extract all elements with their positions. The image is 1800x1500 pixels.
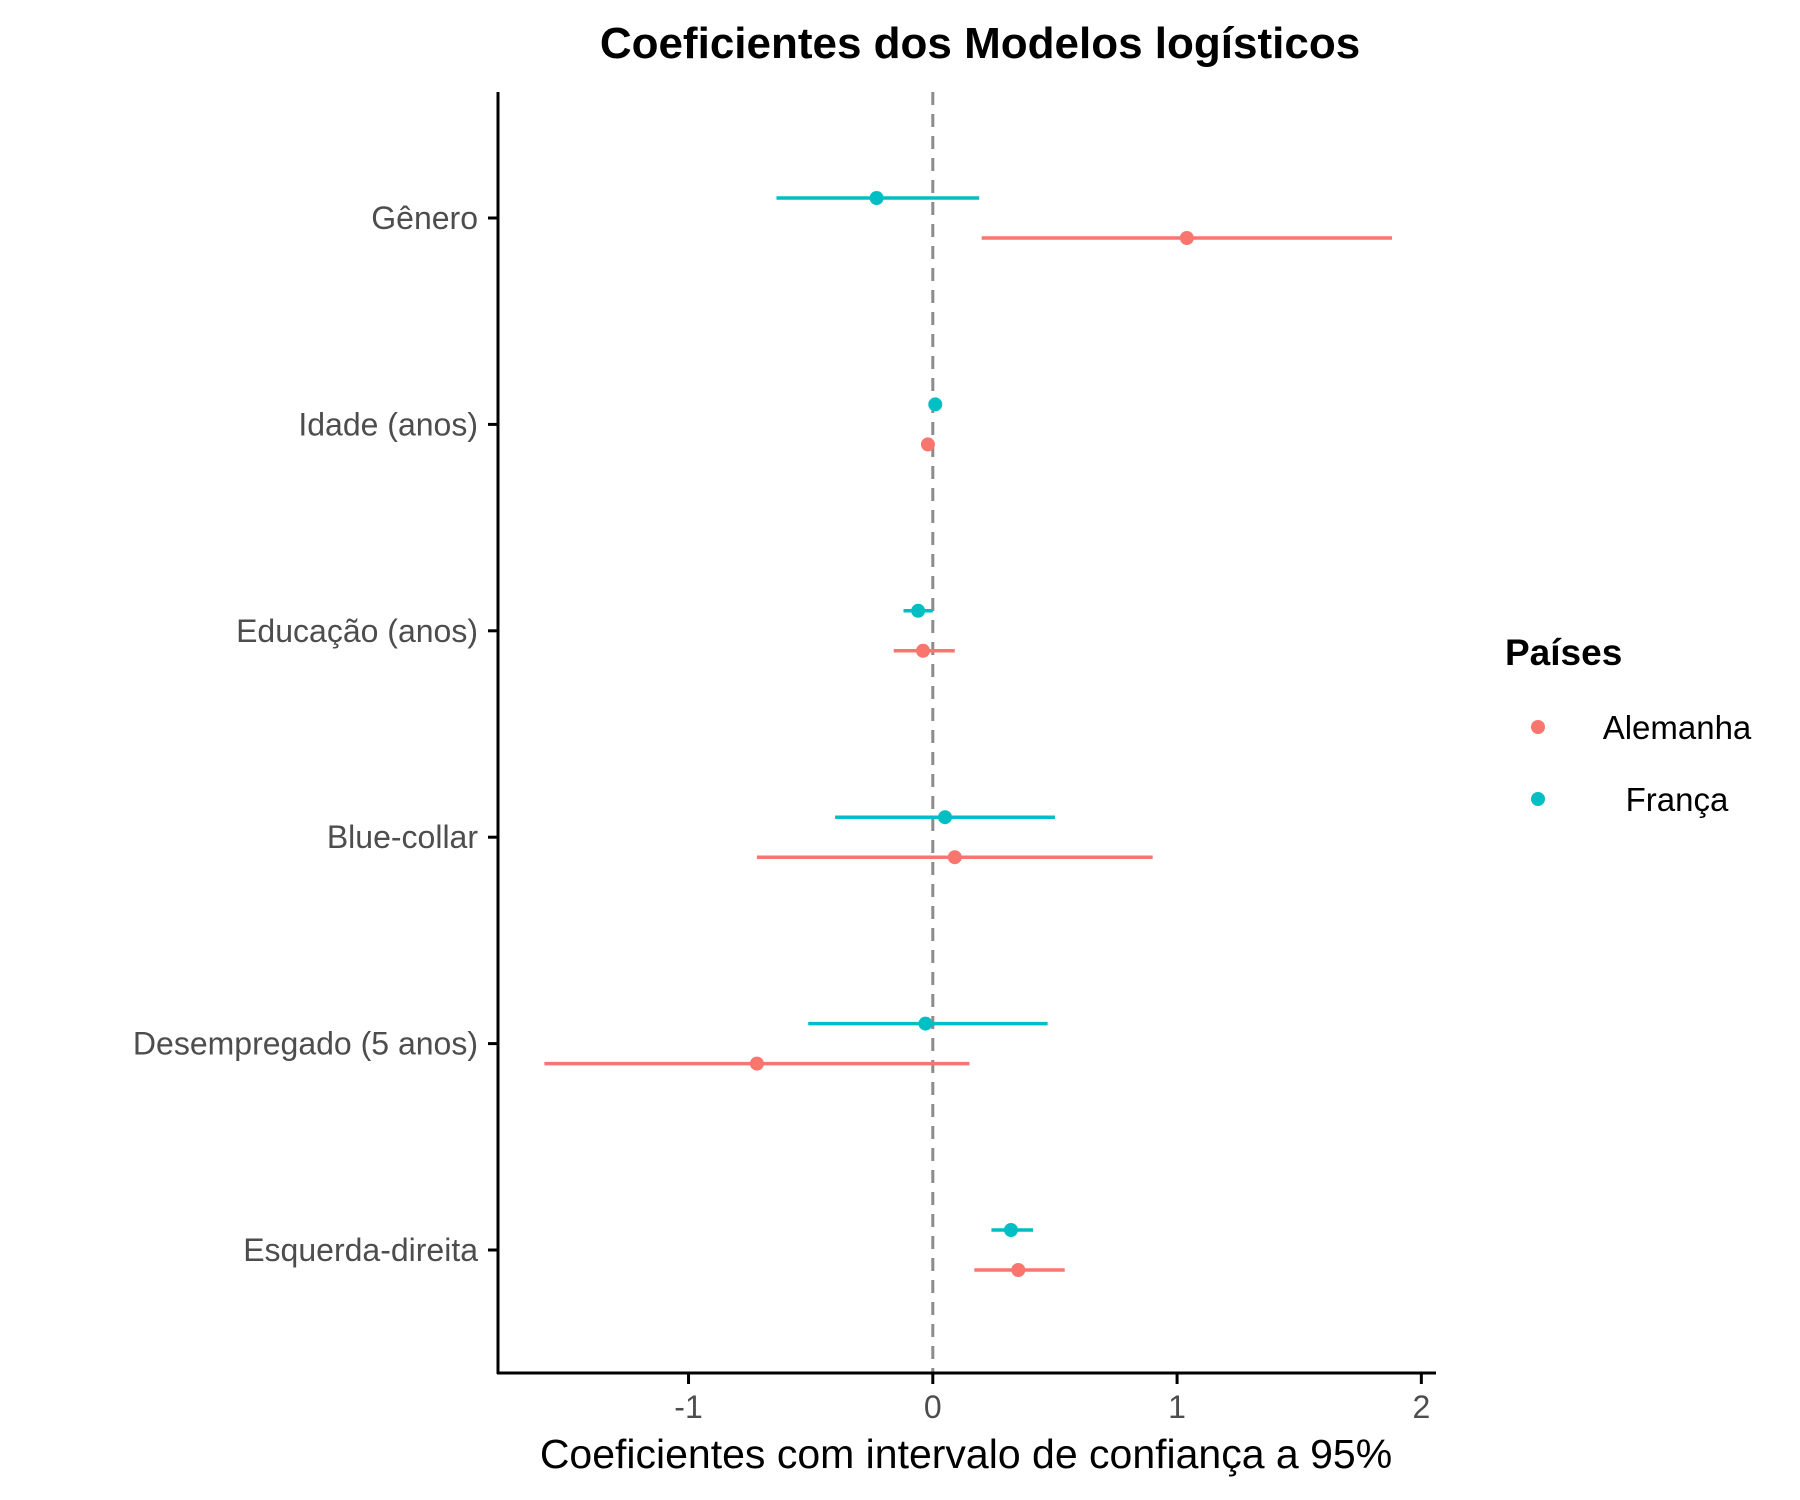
estimate-point	[1011, 1263, 1026, 1277]
y-tick-label: Blue-collar	[327, 819, 479, 855]
chart-title: Coeficientes dos Modelos logísticos	[600, 19, 1360, 68]
legend-key	[1531, 792, 1545, 806]
estimate-point	[1003, 1223, 1018, 1237]
plot-marks	[544, 191, 1393, 1277]
estimate-point	[938, 810, 953, 825]
legend-key	[1531, 720, 1545, 734]
legend: Países Alemanha França	[1505, 632, 1752, 818]
estimate-point	[916, 643, 931, 658]
x-axis-ticks: -1 0 1 2	[674, 1374, 1430, 1425]
estimate-point	[920, 437, 935, 452]
y-tick-label: Educação (anos)	[236, 613, 478, 649]
estimate-point	[749, 1056, 764, 1071]
estimate-point	[918, 1016, 933, 1031]
x-tick-label: 0	[924, 1389, 942, 1425]
estimate-point	[911, 603, 926, 618]
estimate-point	[947, 850, 962, 865]
estimate-point	[869, 191, 884, 205]
legend-label: Alemanha	[1603, 709, 1752, 746]
x-tick-label: -1	[674, 1389, 702, 1425]
x-axis-title: Coeficientes com intervalo de confiança …	[540, 1431, 1392, 1477]
x-tick-label: 1	[1168, 1389, 1186, 1425]
y-tick-label: Desempregado (5 anos)	[133, 1026, 478, 1062]
legend-label: França	[1626, 781, 1729, 818]
legend-title: Países	[1505, 632, 1622, 673]
estimate-point	[928, 397, 943, 412]
x-tick-label: 2	[1412, 1389, 1430, 1425]
y-axis-ticks: Gênero Idade (anos) Educação (anos) Blue-co…	[133, 200, 498, 1268]
estimate-point	[1179, 231, 1194, 245]
y-tick-label: Idade (anos)	[298, 406, 478, 442]
y-tick-label: Esquerda-direita	[243, 1232, 478, 1268]
y-tick-label: Gênero	[371, 200, 478, 236]
